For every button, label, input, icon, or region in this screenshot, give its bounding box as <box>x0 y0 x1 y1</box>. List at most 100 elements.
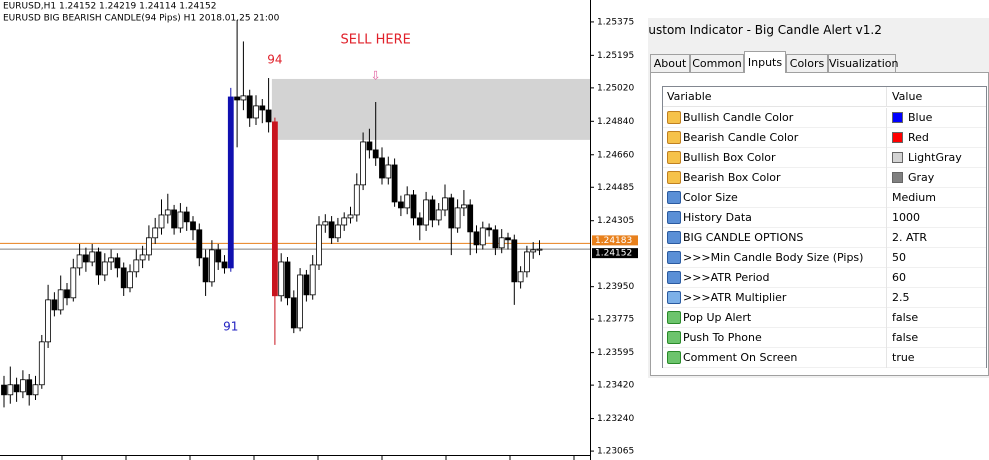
candle-body <box>139 254 146 261</box>
value-text: 50 <box>892 251 906 264</box>
y-tick-label: 1.25195 <box>597 51 634 61</box>
input-row[interactable]: Bearish Candle Color Red <box>663 128 986 148</box>
value-text: Blue <box>908 111 933 124</box>
input-row[interactable]: Bullish Candle Color Blue <box>663 108 986 128</box>
candle-body <box>290 297 297 329</box>
variable-cell: Pop Up Alert <box>663 308 887 328</box>
input-row[interactable]: History Data 1000 <box>663 208 986 228</box>
candle-body <box>334 224 341 239</box>
variable-name: Comment On Screen <box>683 351 798 364</box>
candle-body <box>253 105 259 119</box>
y-tick-label: 1.25375 <box>597 17 634 27</box>
candle-body <box>108 257 114 263</box>
candle-body <box>83 254 89 263</box>
candle-body <box>164 209 171 216</box>
input-row[interactable]: Comment On Screen true <box>663 348 986 368</box>
value-cell: true <box>888 348 986 368</box>
y-tick-label: 1.23065 <box>597 447 634 457</box>
input-row[interactable]: >>>ATR Multiplier 2.5 <box>663 288 986 308</box>
candle-body <box>158 214 165 229</box>
candle-body <box>145 237 152 256</box>
tab[interactable]: Visualization <box>828 54 898 72</box>
value-text: false <box>892 331 919 344</box>
variable-cell: Bullish Candle Color <box>663 108 887 128</box>
candle-body <box>114 257 121 269</box>
variable-name: Push To Phone <box>683 331 762 344</box>
column-header-text: Value <box>892 90 923 103</box>
color-swatch <box>892 112 903 123</box>
candle-body <box>353 184 360 216</box>
price-label: 1.24152 <box>595 249 632 259</box>
input-row[interactable]: Bearish Box Color Gray <box>663 168 986 188</box>
variable-cell: Bearish Candle Color <box>663 128 887 148</box>
type-icon <box>667 271 681 284</box>
candle-body <box>278 261 285 297</box>
value-cell: false <box>888 308 986 328</box>
type-icon <box>667 191 681 204</box>
input-row[interactable]: Bullish Box Color LightGray <box>663 148 986 168</box>
chart-header: EURUSD BIG BEARISH CANDLE(94 Pips) H1 20… <box>3 14 280 24</box>
candle-body <box>7 384 14 396</box>
candle-body <box>410 194 417 219</box>
candle-body <box>505 237 511 241</box>
variable-cell: >>>Min Candle Body Size (Pips) <box>663 248 887 268</box>
tab-active[interactable]: Inputs <box>744 51 786 73</box>
column-header-text: Variable <box>667 90 712 103</box>
candle-body <box>246 95 253 119</box>
value-text: Red <box>908 131 929 144</box>
value-text: 2. ATR <box>892 231 928 244</box>
candle-body <box>127 271 133 289</box>
y-tick-label: 1.23240 <box>597 414 634 424</box>
type-icon <box>667 211 681 224</box>
value-text: 60 <box>892 271 906 284</box>
input-row[interactable]: BIG CANDLE OPTIONS 2. ATR <box>663 228 986 248</box>
variable-cell: Bearish Box Color <box>663 168 887 188</box>
chart: EURUSD,H1 1.24152 1.24219 1.24114 1.2415… <box>0 0 638 460</box>
variable-cell: Comment On Screen <box>663 348 887 368</box>
value-text: LightGray <box>908 151 962 164</box>
candle-body <box>234 96 241 101</box>
y-tick-label: 1.23595 <box>597 348 634 358</box>
variable-cell: BIG CANDLE OPTIONS <box>663 228 887 248</box>
candle-body <box>284 261 291 299</box>
column-header: Variable <box>663 87 887 107</box>
type-icon <box>667 291 681 304</box>
variable-name: Bearish Box Color <box>683 171 781 184</box>
tab[interactable]: Colors <box>786 54 828 72</box>
chart-header: EURUSD,H1 1.24152 1.24219 1.24114 1.2415… <box>3 2 216 12</box>
input-row[interactable]: Color Size Medium <box>663 188 986 208</box>
tab[interactable]: About <box>650 54 690 72</box>
variable-name: Bearish Candle Color <box>683 131 799 144</box>
candle-body <box>486 227 493 231</box>
candle-body <box>259 105 266 111</box>
candle-body <box>240 95 247 101</box>
candle-body <box>297 274 304 329</box>
value-cell: 1000 <box>888 208 986 228</box>
type-icon <box>667 331 681 344</box>
input-row[interactable]: Pop Up Alert false <box>663 308 986 328</box>
candle-body <box>202 257 209 283</box>
candle-body <box>215 249 222 263</box>
value-cell: Blue <box>888 108 986 128</box>
input-row[interactable]: >>>Min Candle Body Size (Pips) 50 <box>663 248 986 268</box>
price-label: 1.24183 <box>595 236 632 246</box>
variable-cell: History Data <box>663 208 887 228</box>
candle-body <box>51 299 58 311</box>
candle-body <box>221 261 228 269</box>
candle-body <box>309 264 316 296</box>
candle-body <box>498 237 505 249</box>
variable-cell: >>>ATR Multiplier <box>663 288 887 308</box>
candle-body <box>536 248 543 251</box>
candle-body <box>360 141 367 186</box>
candle-body <box>19 379 26 393</box>
candle-body <box>391 164 398 203</box>
input-row[interactable]: Push To Phone false <box>663 328 986 348</box>
y-tick-label: 1.25020 <box>597 83 634 93</box>
header-row: Variable Value <box>663 87 986 107</box>
candle-body <box>404 194 411 209</box>
tab[interactable]: Common <box>690 54 744 72</box>
input-row[interactable]: >>>ATR Period 60 <box>663 268 986 288</box>
candle-body <box>530 249 537 253</box>
value-cell: 60 <box>888 268 986 288</box>
